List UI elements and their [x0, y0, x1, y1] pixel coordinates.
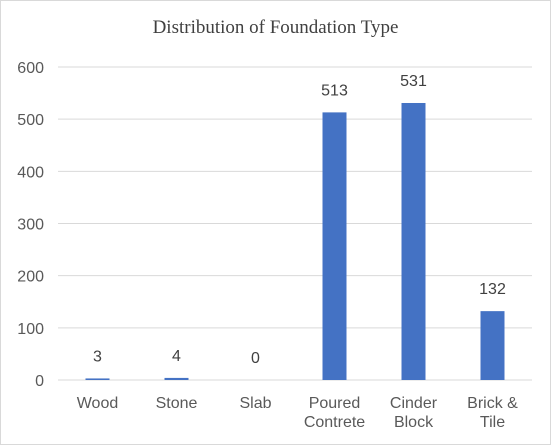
- y-tick-label: 200: [17, 269, 44, 286]
- y-tick-label: 0: [35, 373, 44, 390]
- x-category-label: Wood: [77, 395, 119, 412]
- y-tick-label: 500: [17, 112, 44, 129]
- x-category-label: Cinder Block: [390, 395, 438, 431]
- data-label: 3: [93, 348, 102, 365]
- x-category-label-line: Contrete: [304, 414, 365, 431]
- x-category-label-line: Block: [394, 414, 434, 431]
- bar: [401, 102, 426, 381]
- x-category-label-line: Slab: [239, 395, 271, 412]
- y-tick-label: 300: [17, 217, 44, 234]
- data-label: 0: [251, 350, 260, 367]
- y-tick-label: 100: [17, 321, 44, 338]
- x-category-label: Brick & Tile: [467, 395, 518, 431]
- data-label: 4: [172, 348, 181, 365]
- data-label: 531: [400, 73, 427, 90]
- bar: [322, 112, 347, 380]
- x-category-label-line: Cinder: [390, 395, 438, 412]
- x-category-label-line: Wood: [77, 395, 119, 412]
- bar: [480, 311, 505, 380]
- gridlines: [58, 66, 532, 381]
- data-label: 513: [321, 82, 348, 99]
- x-category-label-line: Poured: [309, 395, 361, 412]
- x-category-label-line: Stone: [156, 395, 198, 412]
- y-tick-label: 600: [17, 60, 44, 77]
- data-label: 132: [479, 281, 506, 298]
- x-category-label-line: Tile: [480, 414, 505, 431]
- bars: [85, 102, 505, 381]
- x-category-label-line: Brick &: [467, 395, 518, 412]
- labels: 0 100 200 300 400 500 600 3 Wood 4 Stone 0 Slab 513 Po…: [17, 60, 518, 431]
- x-category-label: Poured Contrete: [304, 395, 365, 431]
- bar: [85, 378, 110, 380]
- y-tick-label: 400: [17, 164, 44, 181]
- x-category-label: Slab: [239, 395, 271, 412]
- bar: [164, 377, 189, 380]
- chart-title: Distribution of Foundation Type: [152, 17, 399, 38]
- x-category-label: Stone: [156, 395, 198, 412]
